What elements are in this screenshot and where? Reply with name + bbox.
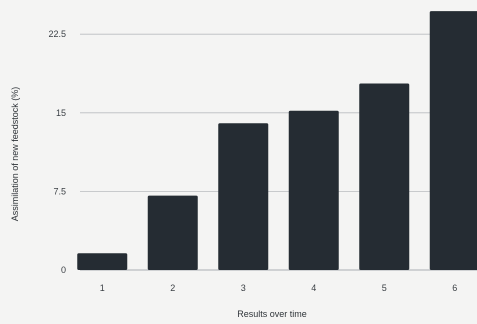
bar [359, 83, 410, 271]
y-axis-title: Assimilation of new feedstock (%) [10, 87, 20, 222]
x-tick-label: 3 [241, 283, 246, 293]
gridlines [80, 33, 477, 271]
y-tick-label: 0 [61, 265, 66, 275]
x-axis-ticks: 1 2 3 4 5 6 [100, 283, 458, 293]
y-tick-label: 15 [56, 108, 66, 118]
bar [77, 253, 128, 270]
x-axis-title: Results over time [237, 309, 307, 319]
bar [147, 195, 198, 270]
y-tick-label: 22.5 [48, 29, 66, 39]
x-tick-label: 1 [100, 283, 105, 293]
bars [77, 11, 477, 271]
bar [218, 123, 269, 270]
y-tick-label: 7.5 [53, 186, 66, 196]
y-axis-ticks: 0 7.5 15 22.5 [48, 29, 66, 275]
x-tick-label: 2 [170, 283, 175, 293]
bar [288, 110, 339, 270]
x-tick-label: 5 [382, 283, 387, 293]
bar [429, 11, 477, 270]
x-tick-label: 4 [311, 283, 316, 293]
x-tick-label: 6 [452, 283, 457, 293]
